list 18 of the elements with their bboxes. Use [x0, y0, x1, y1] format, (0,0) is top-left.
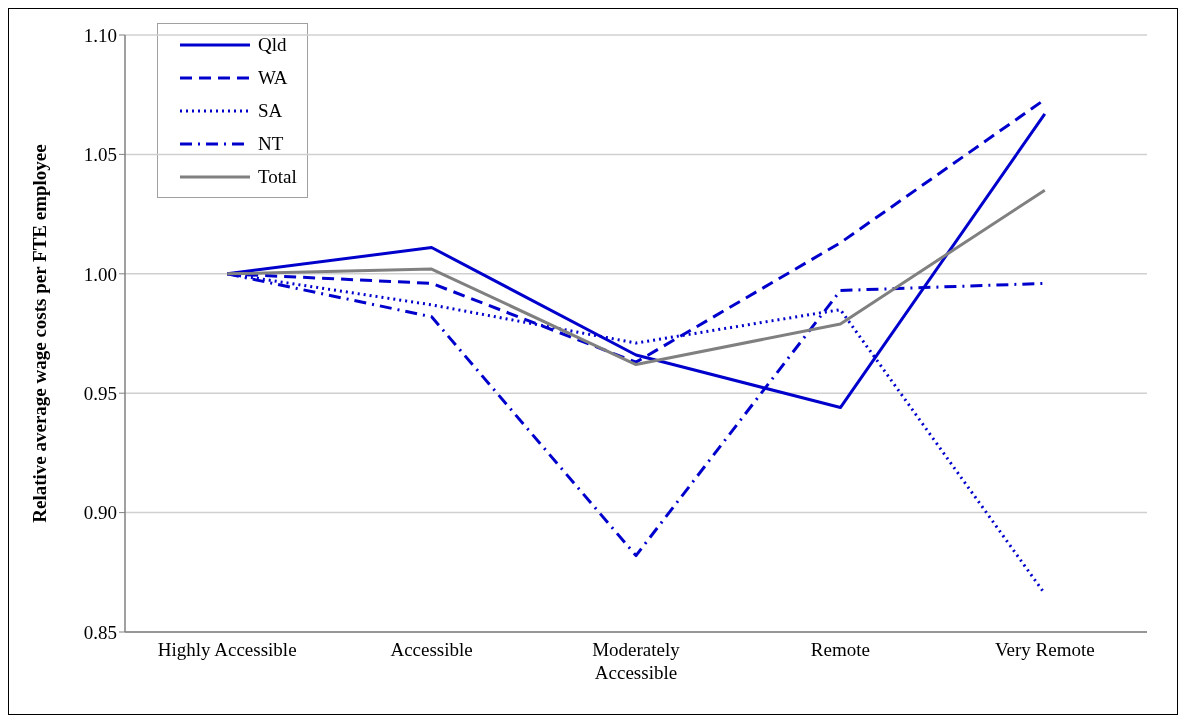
y-tick-label: 0.85	[83, 621, 117, 643]
x-tick-label: Remote	[810, 639, 870, 660]
legend-label: Total	[258, 165, 297, 188]
x-tick-label: Very Remote	[994, 639, 1095, 660]
y-tick-label: 1.05	[83, 144, 117, 166]
x-tick-label: Moderately Accessible	[592, 639, 681, 683]
y-tick-label: 1.10	[83, 24, 117, 46]
y-tick-label: 0.95	[83, 382, 117, 404]
line-series	[225, 188, 1047, 367]
legend-label: SA	[258, 99, 283, 122]
legend-label: NT	[258, 132, 284, 155]
x-tick-label: Highly Accessible	[157, 639, 297, 660]
y-tick-label: 0.90	[83, 502, 117, 524]
y-axis-title: Relative average wage costs per FTE employee	[28, 144, 50, 523]
y-tick-label: 1.00	[83, 263, 117, 285]
legend-label: Qld	[258, 33, 287, 56]
legend-label: WA	[258, 66, 288, 89]
x-tick-label: Accessible	[390, 639, 473, 660]
